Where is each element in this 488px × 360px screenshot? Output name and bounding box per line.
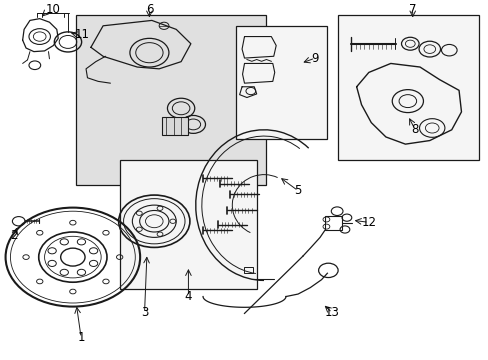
Text: 6: 6: [145, 3, 153, 16]
Text: 8: 8: [410, 123, 418, 136]
Bar: [161, 117, 188, 135]
Text: 2: 2: [11, 229, 18, 242]
Bar: [235, 26, 327, 139]
Text: 4: 4: [184, 290, 192, 303]
Text: 13: 13: [324, 306, 339, 319]
Bar: [337, 15, 478, 160]
Text: 5: 5: [294, 184, 301, 197]
Text: 10: 10: [45, 3, 60, 16]
Text: 9: 9: [311, 51, 318, 64]
Bar: [76, 15, 266, 185]
Text: 1: 1: [77, 331, 85, 344]
Bar: [244, 267, 253, 273]
Bar: [120, 160, 256, 289]
Bar: [325, 216, 341, 230]
Text: 3: 3: [141, 306, 148, 319]
Text: 12: 12: [361, 216, 376, 229]
Text: 7: 7: [408, 3, 416, 16]
Text: 11: 11: [75, 28, 90, 41]
